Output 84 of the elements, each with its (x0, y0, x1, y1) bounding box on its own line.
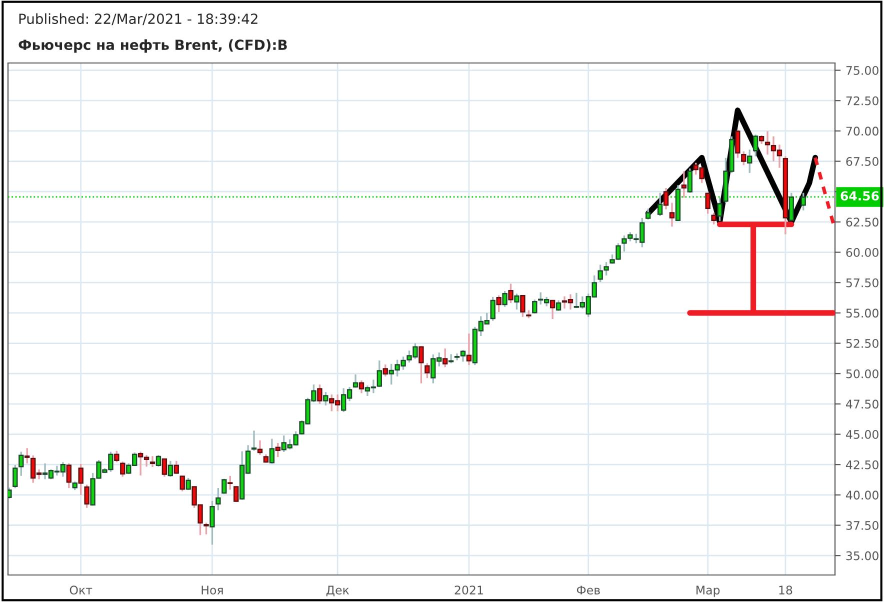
y-tick-label: 37.50 (846, 520, 878, 530)
candlestick (788, 192, 794, 222)
y-tick-label: 50.00 (846, 369, 878, 378)
candlestick (717, 196, 722, 222)
x-tick-label: Дек (326, 586, 350, 596)
y-tick-label: 55.00 (846, 308, 878, 318)
x-tick-label: 2021 (454, 586, 483, 595)
candlestick (646, 208, 651, 220)
candlestick (18, 450, 24, 477)
candlestick (376, 360, 382, 388)
y-tick-label: 35.00 (846, 551, 878, 560)
x-tick-label: Ноя (202, 586, 223, 595)
candlestick (24, 447, 30, 464)
candlestick (687, 168, 692, 194)
y-tick-label: 47.50 (846, 400, 878, 409)
y-tick-label: 45.00 (846, 430, 878, 439)
candlestick (269, 438, 275, 464)
candlestick (156, 454, 162, 468)
x-tick-label: 18 (779, 586, 792, 595)
candlestick (66, 462, 72, 489)
candlestick (657, 192, 663, 217)
y-tick-label: 40.00 (846, 490, 878, 500)
y-tick-label: 42.50 (846, 460, 878, 470)
candlestick (705, 192, 710, 215)
candlestick (669, 202, 675, 228)
candlestick (84, 484, 90, 509)
candlestick (180, 475, 185, 492)
candlestick (358, 380, 364, 394)
candlestick (228, 475, 233, 491)
y-tick-label: 70.00 (846, 126, 878, 136)
candlestick (496, 294, 502, 313)
candlestick (711, 212, 716, 226)
candlestick (752, 134, 758, 158)
y-tick-label: 57.50 (846, 278, 878, 288)
candlestick (735, 128, 740, 159)
candlestick (174, 460, 179, 475)
candlestick (12, 464, 18, 489)
candlestick (257, 439, 263, 456)
candlestick (78, 463, 84, 496)
candlestick (442, 348, 448, 368)
y-tick-label: 75.00 (846, 66, 878, 75)
candlestick (490, 296, 496, 322)
y-tick-label: 62.50 (846, 218, 878, 227)
candlestick (323, 391, 328, 406)
candlestick (424, 362, 430, 379)
text: Published: 22/Mar/2021 - 18:39:42 (19, 13, 258, 26)
y-tick-label: 60.00 (846, 248, 878, 257)
ref-line-label: 64.56 (840, 191, 879, 201)
x-tick-label: Окт (70, 586, 92, 595)
candlestick (550, 299, 556, 320)
candlestick (681, 170, 687, 199)
candlestick (251, 430, 257, 452)
candlestick (352, 374, 358, 389)
candlestick (741, 150, 746, 166)
candlestick (466, 332, 472, 366)
candlestick (502, 290, 508, 308)
candlestick (556, 299, 562, 312)
candlestick (216, 487, 221, 512)
candlestick (532, 298, 538, 314)
x-tick-label: Мар (696, 586, 720, 597)
candlestick (162, 458, 168, 478)
candlestick (448, 353, 454, 364)
candlestick (800, 192, 806, 212)
candlestick (234, 486, 239, 503)
candlestick (514, 292, 520, 310)
y-tick-label: 72.50 (846, 96, 878, 106)
candlestick (204, 522, 209, 536)
candlestick (747, 148, 752, 174)
candlestick (520, 294, 526, 318)
candlestick (150, 455, 156, 468)
candlestick (114, 450, 120, 463)
y-tick-label: 67.50 (846, 157, 878, 166)
candlestick (275, 442, 280, 458)
candlestick (418, 345, 424, 384)
candlestick (508, 282, 514, 304)
candlestick (120, 460, 126, 478)
candlestick (317, 384, 322, 405)
candlestick (382, 364, 388, 378)
x-tick-label: Фев (576, 586, 600, 595)
candlestick (210, 500, 215, 546)
candlestick (168, 460, 174, 478)
y-tick-label: 52.50 (846, 338, 878, 348)
candlestick (663, 187, 669, 210)
chart-title: Фьючерс на нефть Brent, (CFD):B (18, 39, 287, 53)
